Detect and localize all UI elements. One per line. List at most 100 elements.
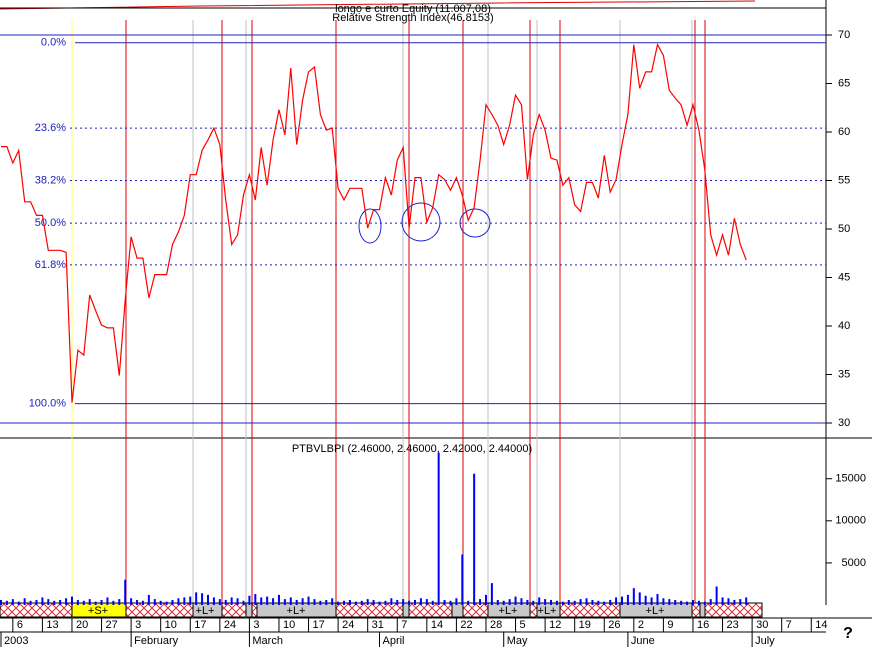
- volume-bar: [41, 597, 44, 605]
- volume-bar: [283, 599, 286, 605]
- volume-bar: [76, 599, 79, 605]
- signal-strip: [0, 602, 763, 618]
- x-tick-label: 27: [106, 619, 118, 631]
- x-tick-label: 10: [165, 619, 177, 631]
- volume-bar: [307, 596, 310, 605]
- volume-bar: [343, 600, 346, 605]
- volume-bar: [130, 598, 133, 605]
- fib-label: 50.0%: [35, 217, 66, 229]
- volume-bar: [680, 600, 683, 605]
- volume-bar: [159, 600, 162, 605]
- volume-bar: [561, 601, 564, 605]
- x-tick-label: 6: [17, 619, 23, 631]
- volume-bar: [715, 586, 718, 605]
- volume-bar: [29, 600, 32, 605]
- volume-bar: [532, 600, 535, 605]
- volume-bar: [544, 599, 547, 605]
- volume-bar: [112, 600, 115, 605]
- volume-bar: [550, 599, 553, 605]
- strip-segment: [536, 602, 561, 618]
- volume-bar: [650, 597, 653, 605]
- chart-title: longo e curto Equity (11.007,08): [335, 3, 491, 15]
- volume-bar: [360, 600, 363, 605]
- volume-bar: [632, 588, 635, 605]
- volume-bar: [5, 600, 8, 605]
- volume-bar: [88, 599, 91, 605]
- volume-bar: [662, 598, 665, 605]
- volume-bar: [331, 598, 334, 605]
- volume-bar: [455, 598, 458, 605]
- volume-bar: [514, 596, 517, 605]
- x-tick-label: 22: [460, 619, 472, 631]
- volume-bar: [467, 600, 470, 605]
- volume-bar: [691, 599, 694, 605]
- x-tick-label: 5: [520, 619, 526, 631]
- y-tick-label: 50: [838, 223, 850, 235]
- volume-bar: [703, 601, 706, 605]
- volume-bar: [124, 579, 127, 605]
- volume-bar: [526, 599, 529, 605]
- strip-segment: [402, 602, 410, 618]
- volume-bar: [165, 601, 168, 605]
- volume-bar: [443, 599, 446, 605]
- strip-segment: [619, 602, 693, 618]
- volume-bar: [390, 598, 393, 605]
- x-tick-label: 17: [194, 619, 206, 631]
- x-tick-label: 7: [786, 619, 792, 631]
- fib-label: 23.6%: [35, 122, 66, 134]
- volume-bar: [425, 599, 428, 605]
- x-tick-label: 3: [253, 619, 259, 631]
- y-tick-label: 40: [838, 320, 850, 332]
- volume-bar: [378, 601, 381, 605]
- volume-bar: [644, 595, 647, 605]
- x-tick-label: 2: [638, 619, 644, 631]
- volume-bar: [272, 598, 275, 605]
- volume-bar: [461, 554, 464, 605]
- month-label: February: [134, 635, 179, 647]
- volume-bar: [224, 599, 227, 605]
- x-tick-label: 24: [224, 619, 236, 631]
- rsi-line: [1, 43, 747, 403]
- volume-bar: [153, 599, 156, 605]
- volume-bar: [183, 597, 186, 605]
- volume-bar: [325, 599, 328, 605]
- volume-bar: [402, 599, 405, 605]
- volume-bar: [348, 599, 351, 605]
- volume-bar: [289, 597, 292, 605]
- fib-label: 100.0%: [29, 398, 67, 410]
- help-icon[interactable]: ?: [843, 625, 853, 642]
- volume-bar: [354, 601, 357, 605]
- annotation-circle: [358, 208, 382, 244]
- volume-bar: [212, 597, 215, 605]
- volume-bar: [638, 592, 641, 605]
- volume-bar: [177, 598, 180, 605]
- volume-bar: [189, 596, 192, 605]
- month-label: 2003: [4, 635, 28, 647]
- y-tick-label: 35: [838, 368, 850, 380]
- volume-bar: [295, 599, 298, 605]
- month-label: June: [631, 635, 655, 647]
- x-tick-label: 26: [608, 619, 620, 631]
- volume-bar: [496, 599, 499, 605]
- x-tick-label: 13: [46, 619, 58, 631]
- volume-bar: [408, 600, 411, 605]
- y-tick-label: 55: [838, 174, 850, 186]
- x-tick-label: 7: [401, 619, 407, 631]
- volume-bar: [615, 597, 618, 605]
- y-tick-label: 70: [838, 29, 850, 41]
- volume-bar: [739, 599, 742, 605]
- month-label: May: [507, 635, 528, 647]
- x-tick-label: 10: [283, 619, 295, 631]
- volume-bar: [136, 599, 139, 605]
- volume-bar: [118, 599, 121, 605]
- volume-bar: [603, 601, 606, 605]
- volume-bar: [266, 596, 269, 605]
- volume-bar: [597, 600, 600, 605]
- volume-bar: [248, 595, 251, 605]
- x-tick-label: 14: [431, 619, 443, 631]
- y-tick-label: 10000: [835, 515, 866, 527]
- volume-bar: [396, 599, 399, 605]
- volume-bar: [171, 599, 174, 605]
